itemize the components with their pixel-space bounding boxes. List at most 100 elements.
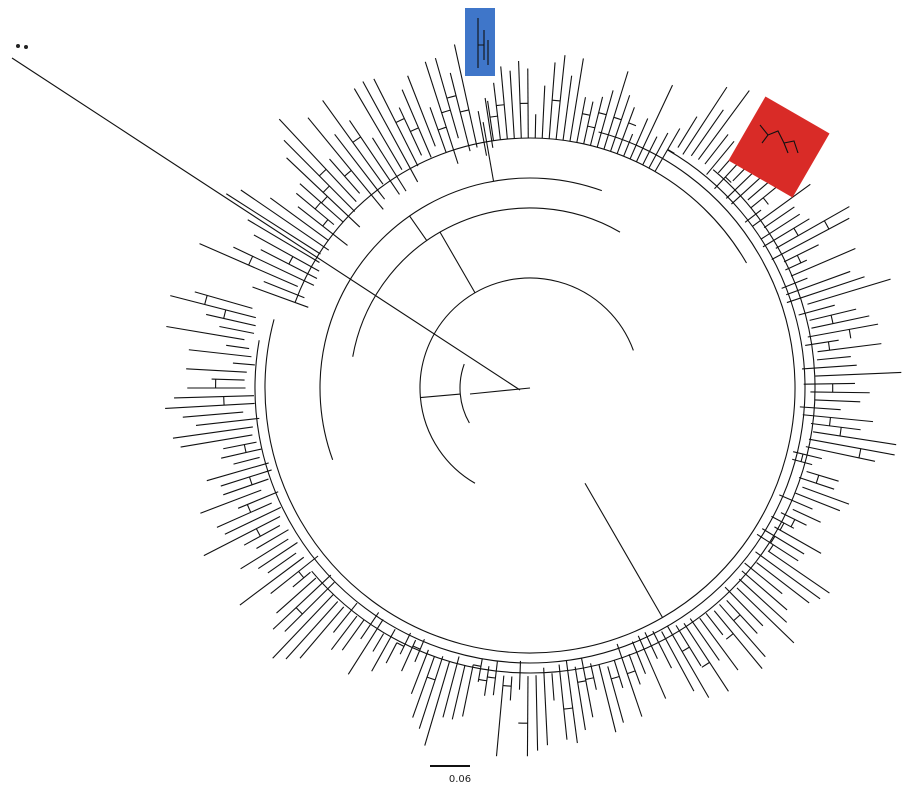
- branch: [263, 280, 305, 299]
- branch: [790, 248, 856, 277]
- branches: [165, 44, 902, 757]
- branch: [631, 641, 647, 675]
- branch: [186, 368, 247, 373]
- branch: [809, 308, 857, 321]
- branch: [240, 538, 289, 570]
- branch: [756, 562, 810, 604]
- branch: [500, 66, 508, 140]
- branch: [518, 660, 522, 690]
- branch: [798, 304, 835, 316]
- branch: [637, 635, 667, 699]
- branch: [706, 140, 735, 175]
- branch: [267, 552, 297, 574]
- branch: [330, 615, 358, 651]
- branch: [623, 133, 634, 157]
- branch: [744, 562, 783, 595]
- branch: [269, 197, 330, 242]
- long-branch: [11, 57, 521, 391]
- branch: [771, 217, 850, 260]
- branch: [558, 664, 568, 740]
- branch: [683, 623, 729, 692]
- branch: [697, 90, 750, 160]
- branch: [705, 613, 724, 636]
- branch: [372, 633, 385, 652]
- branch: [535, 675, 539, 751]
- branch: [803, 382, 855, 385]
- branch: [182, 411, 244, 418]
- branch: [414, 638, 425, 663]
- branch: [341, 619, 365, 651]
- branch: [278, 118, 357, 203]
- branch: [661, 631, 695, 692]
- branch: [285, 601, 339, 660]
- branch: [220, 469, 272, 487]
- branch: [775, 206, 850, 249]
- branch: [813, 431, 897, 446]
- branch: [434, 57, 459, 139]
- branch: [771, 515, 795, 529]
- branch: [780, 512, 807, 526]
- branch: [492, 661, 498, 696]
- branch: [449, 72, 471, 152]
- branch: [756, 533, 799, 562]
- branch: [272, 574, 332, 630]
- branch: [799, 406, 841, 411]
- branch: [329, 158, 361, 194]
- branch: [362, 81, 419, 183]
- branch: [232, 362, 255, 366]
- branch: [223, 478, 269, 496]
- branch: [188, 349, 252, 358]
- branch: [276, 577, 317, 614]
- branch: [299, 606, 345, 659]
- branch: [817, 343, 882, 353]
- branch: [675, 625, 702, 667]
- branch: [576, 97, 587, 143]
- branch: [286, 157, 361, 228]
- branch: [580, 657, 594, 718]
- branch: [807, 323, 879, 338]
- branch: [240, 189, 330, 251]
- branch: [165, 402, 255, 409]
- branch: [802, 364, 857, 370]
- branch: [252, 286, 309, 308]
- branch: [225, 193, 321, 255]
- branch: [347, 619, 384, 675]
- branch: [487, 100, 495, 141]
- branch: [477, 658, 483, 682]
- outgroup-marker: [24, 45, 28, 49]
- branch: [174, 395, 254, 399]
- branch: [180, 434, 253, 448]
- branch: [477, 111, 488, 156]
- branch: [689, 618, 720, 661]
- branch: [493, 82, 501, 140]
- branch: [629, 118, 649, 160]
- branch: [424, 61, 459, 164]
- branch: [401, 89, 432, 158]
- branch: [412, 655, 436, 718]
- branch: [762, 218, 810, 248]
- branch: [815, 371, 902, 377]
- branch: [652, 630, 673, 669]
- branch: [194, 291, 253, 309]
- arc: [254, 149, 806, 664]
- branch: [806, 470, 839, 482]
- branch: [256, 529, 289, 549]
- branch: [518, 61, 522, 139]
- branch: [170, 295, 256, 319]
- branch: [816, 355, 851, 361]
- arc: [419, 277, 634, 484]
- branch: [292, 571, 311, 588]
- branch: [760, 213, 801, 240]
- arc: [725, 633, 734, 640]
- branch: [484, 97, 494, 148]
- branch: [635, 84, 674, 163]
- branch: [616, 643, 643, 717]
- branch: [541, 85, 546, 139]
- arc: [319, 177, 603, 461]
- branch: [243, 525, 281, 546]
- branch: [798, 476, 835, 490]
- branch: [648, 132, 669, 169]
- branch: [603, 71, 629, 150]
- branch: [805, 446, 876, 462]
- arc: [762, 197, 769, 205]
